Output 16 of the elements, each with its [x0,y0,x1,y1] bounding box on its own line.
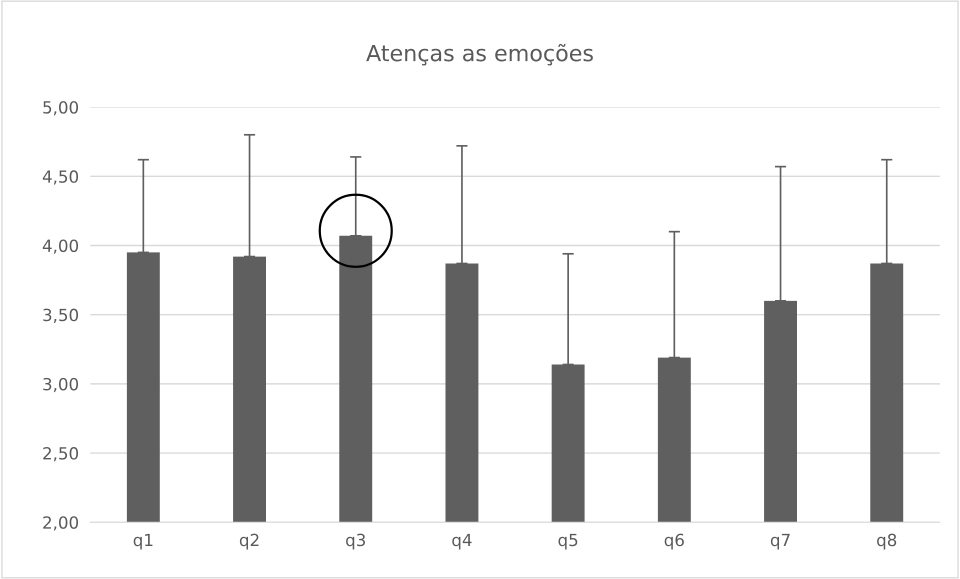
x-tick-label: q7 [770,534,790,550]
y-tick-label: 3,50 [43,308,78,323]
y-tick-label: 5,00 [43,101,78,116]
x-tick-label: q5 [558,534,578,550]
y-tick-label: 4,50 [42,170,78,185]
x-tick-label: q4 [452,534,472,550]
x-tick-label: q8 [877,534,896,550]
y-tick-label: 2,50 [43,447,78,462]
x-tick-label: q6 [664,534,684,550]
y-tick-label: 2,00 [43,516,78,531]
x-tick-label: q3 [346,534,365,550]
chart-title: Atenças as emoções [366,44,593,66]
x-tick-label: q2 [240,534,258,550]
y-tick-label: 4,00 [42,239,78,254]
y-tick-label: 3,00 [43,378,78,392]
x-tick-label: q1 [134,534,152,550]
